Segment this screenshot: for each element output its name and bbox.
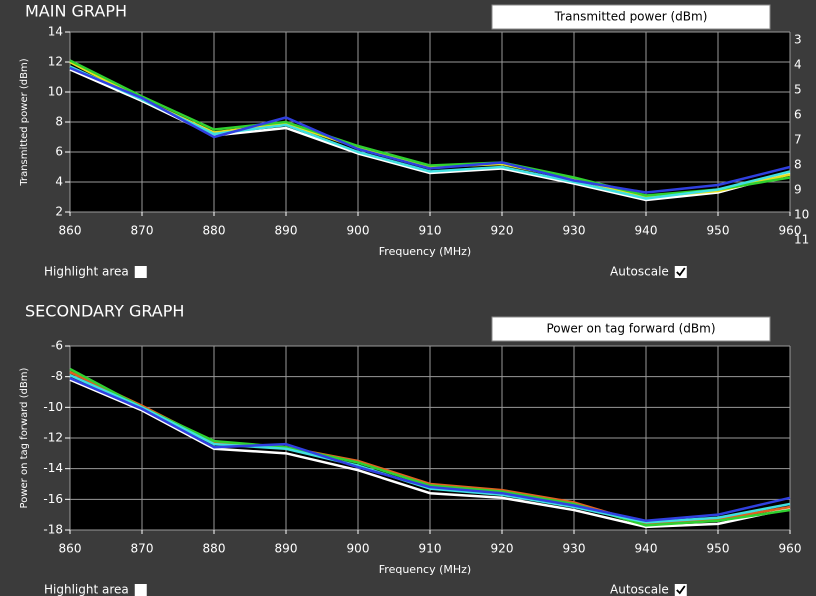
y2-tick-label: 5 [794,83,802,97]
series-line [69,377,791,523]
x-tick-label: 930 [563,224,586,238]
x-tick-label: 900 [347,542,370,556]
y-tick-label: 10 [48,85,63,99]
x-tick-label: 890 [275,542,298,556]
x-axis-label: Frequency (MHz) [379,245,471,258]
x-tick-label: 910 [419,224,442,238]
y2-tick-label: 4 [794,58,802,72]
y-tick-label: 6 [55,145,63,159]
y-tick-label: -18 [43,523,63,537]
x-tick-label: 940 [635,542,658,556]
x-tick-label: 860 [59,224,82,238]
x-tick-label: 910 [419,542,442,556]
y-tick-label: -6 [51,339,63,353]
x-tick-label: 930 [563,542,586,556]
checkbox[interactable] [674,584,687,596]
selector-label: Transmitted power (dBm) [554,10,708,24]
y-tick-label: 4 [55,175,63,189]
section-title: SECONDARY GRAPH [25,302,184,321]
y-tick-label: -8 [51,369,63,383]
x-tick-label: 880 [203,224,226,238]
x-tick-label: 880 [203,542,226,556]
series-line [69,378,791,529]
checkbox-label: Autoscale [610,265,669,279]
y2-tick-label: 8 [794,158,802,172]
y2-tick-label: 6 [794,108,802,122]
y-tick-label: 8 [55,115,63,129]
y-tick-label: -10 [43,400,63,414]
checkbox-label: Autoscale [610,583,669,596]
y-tick-label: 12 [48,55,63,69]
x-tick-label: 950 [707,224,730,238]
y-tick-label: 2 [55,205,63,219]
x-tick-label: 860 [59,542,82,556]
x-tick-label: 900 [347,224,370,238]
y2-tick-label: 10 [794,208,809,222]
series-line [69,66,791,194]
y-tick-label: 14 [48,25,63,39]
y2-tick-label: 11 [794,233,809,247]
series-line [69,65,791,200]
x-tick-label: 940 [635,224,658,238]
checkmark [676,585,686,595]
x-tick-label: 920 [491,224,514,238]
y2-tick-label: 7 [794,133,802,147]
checkbox[interactable] [674,266,687,278]
series-line [69,373,791,524]
checkbox[interactable] [134,584,147,596]
checkbox-label: Highlight area [44,583,129,596]
y-tick-label: -12 [43,431,63,445]
y2-tick-label: 9 [794,183,802,197]
x-axis-label: Frequency (MHz) [379,563,471,576]
x-tick-label: 870 [131,542,154,556]
y-tick-label: -16 [43,492,63,506]
selector-box[interactable] [491,316,771,342]
checkmark [676,267,686,277]
x-tick-label: 960 [779,224,802,238]
x-tick-label: 870 [131,224,154,238]
y2-tick-label: 3 [794,33,802,47]
checkbox[interactable] [134,266,147,278]
y-tick-label: -14 [43,461,63,475]
checkbox-label: Highlight area [44,265,129,279]
selector-box[interactable] [491,4,771,30]
series-line [69,367,791,527]
y-axis-label: Power on tag forward (dBm) [19,367,30,508]
series-line [69,59,791,197]
x-tick-label: 960 [779,542,802,556]
x-tick-label: 920 [491,542,514,556]
x-tick-label: 890 [275,224,298,238]
selector-label: Power on tag forward (dBm) [546,322,715,336]
section-title: MAIN GRAPH [25,2,127,21]
x-tick-label: 950 [707,542,730,556]
y-axis-label: Transmitted power (dBm) [19,58,30,186]
